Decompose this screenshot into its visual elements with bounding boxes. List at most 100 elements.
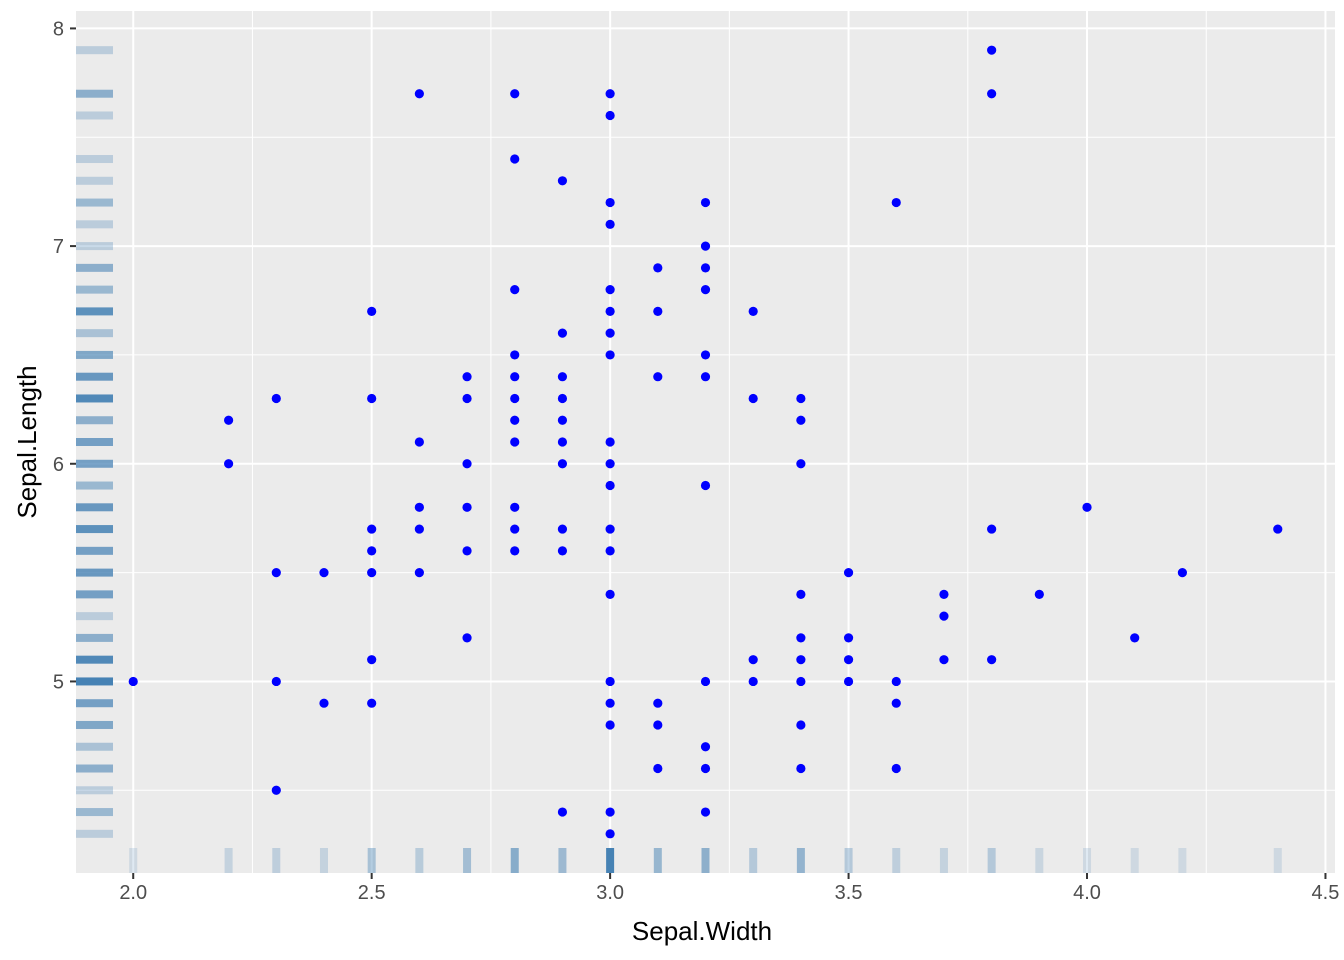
data-point [557, 524, 568, 534]
rug-y-mark [76, 677, 113, 686]
rug-y-mark [76, 89, 113, 98]
data-point [510, 89, 520, 99]
data-point [748, 676, 758, 687]
data-point [796, 676, 806, 687]
data-point [128, 676, 138, 687]
data-point [224, 415, 234, 425]
rug-y-mark [76, 242, 113, 251]
data-point [557, 437, 568, 447]
rug-y-mark [76, 372, 113, 381]
data-point [605, 807, 615, 817]
data-point [700, 742, 711, 752]
data-point [796, 393, 806, 404]
rug-x-mark [606, 848, 615, 873]
data-point [367, 568, 377, 578]
data-point [748, 655, 758, 665]
data-point [462, 546, 472, 556]
grid-minor [76, 11, 1335, 873]
rug-y-mark [76, 307, 113, 316]
rug-y-mark [76, 459, 113, 468]
data-point [414, 437, 424, 447]
data-point [367, 524, 377, 534]
data-point [510, 350, 520, 360]
y-tick-label: 6 [53, 454, 64, 476]
data-point [224, 459, 234, 469]
data-point [510, 372, 520, 382]
data-point [271, 393, 281, 404]
data-point [987, 45, 997, 55]
plot-panel [76, 11, 1335, 873]
data-point [653, 763, 663, 774]
rug-x-mark [367, 848, 376, 873]
data-point [510, 393, 520, 404]
data-point [843, 676, 854, 687]
data-point [510, 502, 520, 512]
rug-y-mark [76, 633, 113, 642]
x-tick-label: 4.0 [1073, 882, 1101, 904]
data-point [700, 263, 711, 273]
rug-y-mark [76, 503, 113, 512]
data-point [653, 263, 663, 273]
x-tick-label: 3.5 [835, 882, 863, 904]
data-point [987, 655, 997, 665]
x-tick-label: 2.5 [358, 882, 386, 904]
data-point [510, 154, 520, 164]
data-point [557, 459, 568, 469]
data-point [700, 480, 711, 491]
data-point [891, 676, 901, 687]
rug-y-mark [76, 329, 113, 338]
rug-x-mark [1035, 848, 1044, 873]
rug-x-mark [701, 848, 710, 873]
rug-y-mark [76, 764, 113, 773]
data-point [605, 89, 615, 99]
data-point [1130, 633, 1140, 643]
rug-x-mark [892, 848, 901, 873]
data-point [557, 372, 568, 382]
data-point [1082, 502, 1092, 512]
rug-x-mark [272, 848, 281, 873]
data-point [557, 415, 568, 425]
data-point [605, 350, 615, 360]
data-point [462, 393, 472, 404]
rug-x-mark [796, 848, 805, 873]
x-tick-label: 2.0 [119, 882, 147, 904]
rug-y-mark [76, 220, 113, 229]
rug-y-mark [76, 655, 113, 664]
rug-y-mark [76, 808, 113, 817]
data-point [939, 611, 949, 621]
data-point [367, 306, 377, 316]
data-point [462, 372, 472, 382]
data-point [1273, 524, 1283, 534]
y-tick-label: 8 [53, 18, 64, 40]
rug-x-mark [319, 848, 328, 873]
data-point [796, 415, 806, 425]
rug-y-mark [76, 350, 113, 359]
rug-x-mark [224, 848, 233, 873]
rug-x-mark [1130, 848, 1139, 873]
data-point [1034, 589, 1044, 599]
data-point [891, 197, 901, 208]
data-point [605, 459, 615, 469]
data-point [700, 285, 711, 295]
data-point [796, 459, 806, 469]
data-point [939, 589, 949, 599]
data-point [271, 785, 281, 795]
data-point [367, 655, 377, 665]
rug-x-mark [987, 848, 996, 873]
data-point [557, 176, 568, 186]
data-point [700, 350, 711, 360]
data-point [367, 546, 377, 556]
data-point [510, 437, 520, 447]
rug-x [129, 848, 1282, 873]
data-point [510, 546, 520, 556]
data-point [987, 89, 997, 99]
rug-x-mark [129, 848, 138, 873]
data-point [605, 480, 615, 491]
data-point [271, 676, 281, 687]
data-point [510, 524, 520, 534]
data-point [605, 197, 615, 208]
data-point [605, 110, 615, 121]
data-point [796, 589, 806, 599]
data-point [557, 328, 568, 338]
